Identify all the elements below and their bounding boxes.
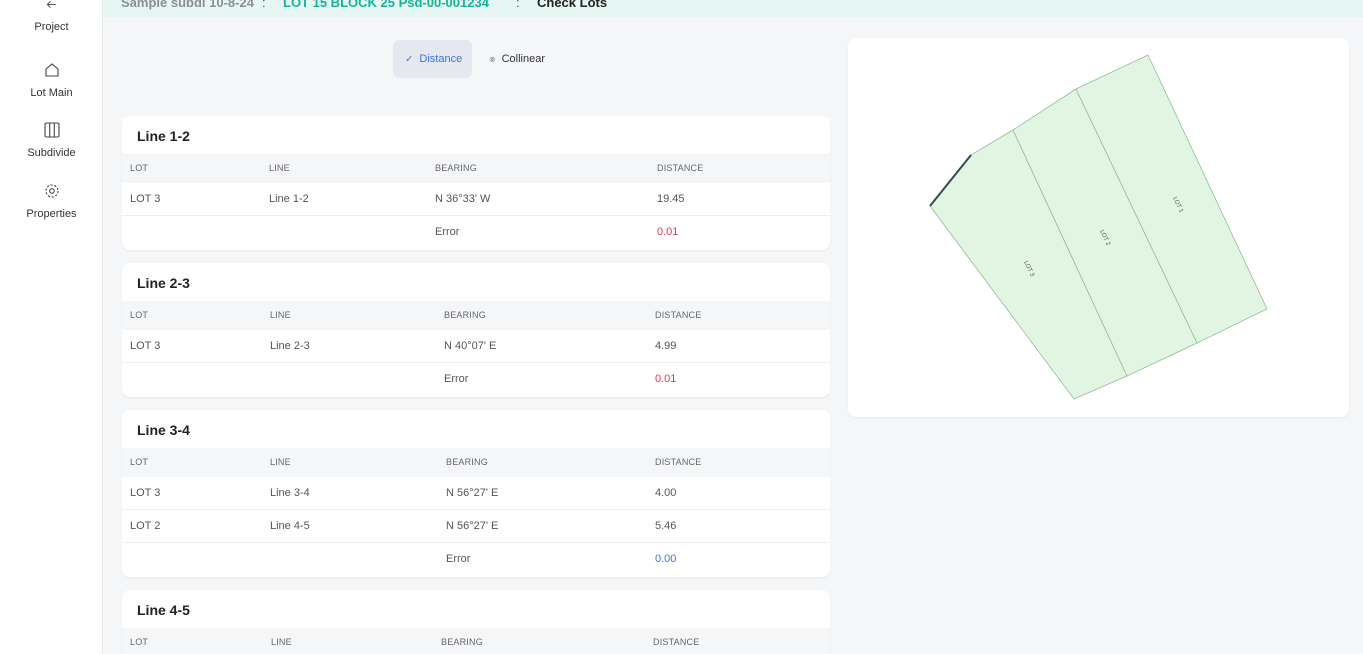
breadcrumb-project[interactable]: Sample subdi 10-8-24 xyxy=(121,0,254,10)
table-header: LOT LINE BEARING DISTANCE xyxy=(122,448,830,477)
column-header-lot: LOT xyxy=(130,163,149,173)
sidebar: Project Lot Main Subdivide Properties xyxy=(0,0,103,654)
gear-icon xyxy=(44,184,59,198)
error-value: 0.00 xyxy=(655,553,677,565)
cell-lot: LOT 3 xyxy=(130,340,161,352)
breadcrumb-separator: : xyxy=(516,0,520,10)
error-row: Error 0.00 xyxy=(122,543,830,576)
arrow-left-icon xyxy=(46,1,56,8)
error-row: Error 0.01 xyxy=(122,363,830,396)
tab-label: Distance xyxy=(419,53,463,65)
table-row: LOT 2 Line 4-5 N 56°27' E 5.46 xyxy=(122,510,830,543)
card-title: Line 2-3 xyxy=(137,275,190,291)
column-header-lot: LOT xyxy=(130,637,149,647)
column-header-lot: LOT xyxy=(130,457,149,467)
line-check-card: Line 1-2 LOT LINE BEARING DISTANCE LOT 3… xyxy=(122,116,830,250)
cell-line: Line 3-4 xyxy=(270,487,310,499)
error-row: Error 0.01 xyxy=(122,216,830,249)
error-label: Error xyxy=(435,226,460,238)
sidebar-item-properties[interactable]: Properties xyxy=(0,182,103,222)
sidebar-item-label: Project xyxy=(34,21,69,33)
error-value: 0.01 xyxy=(655,373,677,385)
error-label: Error xyxy=(446,553,471,565)
column-header-distance: DISTANCE xyxy=(653,637,700,647)
cell-bearing: N 56°27' E xyxy=(446,520,499,532)
table-row: LOT 3 Line 3-4 N 56°27' E 4.00 xyxy=(122,477,830,510)
column-header-distance: DISTANCE xyxy=(655,310,702,320)
table-row: LOT 3 Line 2-3 N 40°07' E 4.99 xyxy=(122,330,830,363)
error-value: 0.01 xyxy=(657,226,679,238)
columns-icon xyxy=(43,122,60,138)
column-header-bearing: BEARING xyxy=(444,310,486,320)
cell-line: Line 4-5 xyxy=(270,520,310,532)
column-header-lot: LOT xyxy=(130,310,149,320)
table-header: LOT LINE BEARING DISTANCE xyxy=(122,154,830,183)
card-title: Line 3-4 xyxy=(137,422,190,438)
breadcrumb-current-page: Check Lots xyxy=(537,0,608,10)
column-header-line: LINE xyxy=(271,637,292,647)
breadcrumb-lot[interactable]: LOT 15 BLOCK 25 Psd-00-001234 xyxy=(283,0,489,10)
card-title: Line 1-2 xyxy=(137,128,190,144)
tab-collinear[interactable]: Collinear xyxy=(477,40,557,78)
column-header-line: LINE xyxy=(270,457,291,467)
cell-bearing: N 40°07' E xyxy=(444,340,497,352)
column-header-bearing: BEARING xyxy=(441,637,483,647)
cell-line: Line 1-2 xyxy=(269,193,309,205)
lot-1-parcel[interactable] xyxy=(1075,54,1268,344)
column-header-bearing: BEARING xyxy=(446,457,488,467)
line-check-card: Line 2-3 LOT LINE BEARING DISTANCE LOT 3… xyxy=(122,263,830,397)
error-label: Error xyxy=(444,373,469,385)
sidebar-item-lot-main[interactable]: Lot Main xyxy=(0,61,103,101)
sidebar-item-label: Properties xyxy=(26,208,77,220)
cell-bearing: N 36°33' W xyxy=(435,193,491,205)
column-header-distance: DISTANCE xyxy=(657,163,704,173)
sidebar-item-label: Lot Main xyxy=(30,87,73,99)
line-check-card: Line 3-4 LOT LINE BEARING DISTANCE LOT 3… xyxy=(122,410,830,577)
table-row: LOT 3 Line 1-2 N 36°33' W 19.45 xyxy=(122,183,830,216)
sidebar-item-project[interactable]: Project xyxy=(0,0,103,35)
sidebar-item-label: Subdivide xyxy=(27,147,76,159)
sidebar-item-subdivide[interactable]: Subdivide xyxy=(0,121,103,161)
cell-bearing: N 56°27' E xyxy=(446,487,499,499)
cell-distance: 4.99 xyxy=(655,340,677,352)
cell-lot: LOT 2 xyxy=(130,520,161,532)
breadcrumb-separator: : xyxy=(262,0,266,10)
lot-plot-panel: LOT 1 LOT 2 LOT 3 xyxy=(848,38,1349,417)
cell-line: Line 2-3 xyxy=(270,340,310,352)
tab-distance[interactable]: ✓ Distance xyxy=(393,40,472,78)
home-icon xyxy=(44,63,59,77)
gear-icon xyxy=(489,56,495,62)
column-header-line: LINE xyxy=(269,163,290,173)
cell-distance: 4.00 xyxy=(655,487,677,499)
cell-distance: 19.45 xyxy=(657,193,685,205)
cell-distance: 5.46 xyxy=(655,520,677,532)
table-header: LOT LINE BEARING DISTANCE xyxy=(122,628,830,654)
check-icon: ✓ xyxy=(405,53,414,65)
highlighted-line xyxy=(929,154,972,207)
cell-lot: LOT 3 xyxy=(130,487,161,499)
line-check-card: Line 4-5 LOT LINE BEARING DISTANCE xyxy=(122,590,830,654)
column-header-bearing: BEARING xyxy=(435,163,477,173)
lot-plot[interactable]: LOT 1 LOT 2 LOT 3 xyxy=(848,38,1349,417)
tab-label: Collinear xyxy=(501,53,545,65)
column-header-distance: DISTANCE xyxy=(655,457,702,467)
column-header-line: LINE xyxy=(270,310,291,320)
table-header: LOT LINE BEARING DISTANCE xyxy=(122,301,830,330)
cell-lot: LOT 3 xyxy=(130,193,161,205)
breadcrumb: Sample subdi 10-8-24 : LOT 15 BLOCK 25 P… xyxy=(103,0,1363,17)
card-title: Line 4-5 xyxy=(137,602,190,618)
